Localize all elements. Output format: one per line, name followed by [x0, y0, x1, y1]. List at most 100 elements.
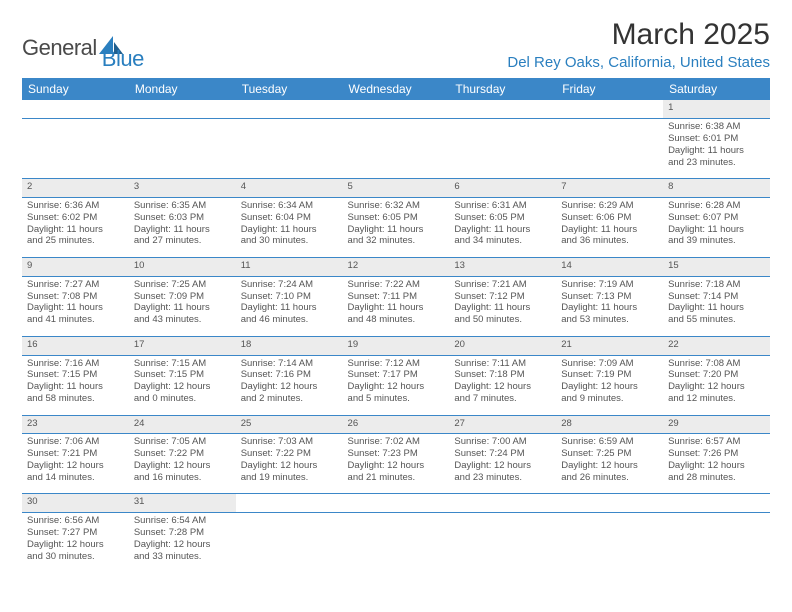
day-detail-row: Sunrise: 6:56 AMSunset: 7:27 PM Daylight:…: [22, 513, 770, 573]
sunset-text: Sunset: 7:27 PM: [27, 527, 124, 539]
day-cell: Sunrise: 7:18 AMSunset: 7:14 PMDaylight:…: [663, 276, 770, 336]
day2-text: and 25 minutes.: [27, 235, 124, 247]
weekday-header: Tuesday: [236, 78, 343, 100]
day2-text: and 23 minutes.: [454, 472, 551, 484]
sunset-text: Sunset: 6:06 PM: [561, 212, 658, 224]
sunset-text: Sunset: 7:14 PM: [668, 291, 765, 303]
day-cell: Sunrise: 7:27 AMSunset: 7:08 PMDaylight:…: [22, 276, 129, 336]
day1-text: Daylight: 11 hours: [241, 302, 338, 314]
day-cell: Sunrise: 7:11 AMSunset: 7:18 PMDaylight:…: [449, 355, 556, 415]
sunset-text: Sunset: 6:07 PM: [668, 212, 765, 224]
day-number: 9: [22, 257, 129, 276]
header: General Blue March 2025 Del Rey Oaks, Ca…: [22, 18, 770, 72]
day-number: [22, 100, 129, 118]
sunrise-text: Sunrise: 6:54 AM: [134, 515, 231, 527]
day2-text: and 50 minutes.: [454, 314, 551, 326]
day-number: 14: [556, 257, 663, 276]
day1-text: Daylight: 11 hours: [134, 302, 231, 314]
day1-text: Daylight: 12 hours: [134, 539, 231, 551]
sunrise-text: Sunrise: 6:34 AM: [241, 200, 338, 212]
sunrise-text: Sunrise: 7:02 AM: [348, 436, 445, 448]
day-number: 17: [129, 336, 236, 355]
day-cell: [129, 118, 236, 178]
day-number: [449, 494, 556, 513]
day-number: 10: [129, 257, 236, 276]
sunrise-text: Sunrise: 6:29 AM: [561, 200, 658, 212]
day-number: 22: [663, 336, 770, 355]
day-cell: Sunrise: 7:25 AMSunset: 7:09 PMDaylight:…: [129, 276, 236, 336]
day-cell: [343, 118, 450, 178]
sunrise-text: Sunrise: 7:18 AM: [668, 279, 765, 291]
day-number-row: 3031: [22, 494, 770, 513]
day1-text: Daylight: 12 hours: [561, 381, 658, 393]
sunset-text: Sunset: 7:25 PM: [561, 448, 658, 460]
day-cell: Sunrise: 7:21 AMSunset: 7:12 PMDaylight:…: [449, 276, 556, 336]
day-detail-row: Sunrise: 7:16 AMSunset: 7:15 PM Daylight:…: [22, 355, 770, 415]
day-number: 20: [449, 336, 556, 355]
day2-text: and 41 minutes.: [27, 314, 124, 326]
title-block: March 2025 Del Rey Oaks, California, Uni…: [507, 18, 770, 71]
day-cell: [236, 118, 343, 178]
sunset-text: Sunset: 7:19 PM: [561, 369, 658, 381]
day2-text: and 36 minutes.: [561, 235, 658, 247]
day-cell: Sunrise: 7:19 AMSunset: 7:13 PMDaylight:…: [556, 276, 663, 336]
sunset-text: Sunset: 7:15 PM: [27, 369, 124, 381]
sunrise-text: Sunrise: 7:09 AM: [561, 358, 658, 370]
sunrise-text: Sunrise: 6:36 AM: [27, 200, 124, 212]
day-detail-row: Sunrise: 6:36 AMSunset: 6:02 PMDaylight:…: [22, 197, 770, 257]
sunset-text: Sunset: 6:03 PM: [134, 212, 231, 224]
day-number: [129, 100, 236, 118]
sunrise-text: Sunrise: 7:27 AM: [27, 279, 124, 291]
sunrise-text: Sunrise: 6:32 AM: [348, 200, 445, 212]
day-cell: Sunrise: 7:03 AMSunset: 7:22 PMDaylight:…: [236, 434, 343, 494]
day-number: 5: [343, 178, 450, 197]
day-cell: Sunrise: 6:28 AMSunset: 6:07 PMDaylight:…: [663, 197, 770, 257]
day1-text: Daylight: 11 hours: [668, 302, 765, 314]
sunrise-text: Sunrise: 6:38 AM: [668, 121, 765, 133]
day1-text: Daylight: 11 hours: [561, 302, 658, 314]
day2-text: and 9 minutes.: [561, 393, 658, 405]
day2-text: and 7 minutes.: [454, 393, 551, 405]
day2-text: and 0 minutes.: [134, 393, 231, 405]
weekday-header: Monday: [129, 78, 236, 100]
day-number: 11: [236, 257, 343, 276]
day-cell: Sunrise: 7:02 AMSunset: 7:23 PMDaylight:…: [343, 434, 450, 494]
day-number: [449, 100, 556, 118]
day-number: 7: [556, 178, 663, 197]
day-cell: Sunrise: 7:00 AMSunset: 7:24 PMDaylight:…: [449, 434, 556, 494]
sunset-text: Sunset: 7:09 PM: [134, 291, 231, 303]
sunrise-text: Sunrise: 6:59 AM: [561, 436, 658, 448]
sunrise-text: Sunrise: 7:15 AM: [134, 358, 231, 370]
weekday-header: Thursday: [449, 78, 556, 100]
day-number: [663, 494, 770, 513]
sunrise-text: Sunrise: 6:56 AM: [27, 515, 124, 527]
sunrise-text: Sunrise: 7:12 AM: [348, 358, 445, 370]
day-cell: Sunrise: 6:38 AMSunset: 6:01 PMDaylight:…: [663, 118, 770, 178]
sunrise-text: Sunrise: 7:03 AM: [241, 436, 338, 448]
day-cell: [556, 513, 663, 573]
sunset-text: Sunset: 7:22 PM: [134, 448, 231, 460]
day-cell: [556, 118, 663, 178]
day-number: 31: [129, 494, 236, 513]
sunset-text: Sunset: 7:23 PM: [348, 448, 445, 460]
sunrise-text: Sunrise: 6:31 AM: [454, 200, 551, 212]
day1-text: Daylight: 12 hours: [134, 381, 231, 393]
day1-text: Daylight: 12 hours: [454, 381, 551, 393]
day1-text: Daylight: 12 hours: [241, 460, 338, 472]
sunset-text: Sunset: 7:16 PM: [241, 369, 338, 381]
day-detail-row: Sunrise: 7:27 AMSunset: 7:08 PMDaylight:…: [22, 276, 770, 336]
day-cell: [663, 513, 770, 573]
day-number: 3: [129, 178, 236, 197]
day1-text: Daylight: 11 hours: [27, 224, 124, 236]
day-number: 29: [663, 415, 770, 434]
day-cell: [22, 118, 129, 178]
sunset-text: Sunset: 7:24 PM: [454, 448, 551, 460]
sunset-text: Sunset: 7:26 PM: [668, 448, 765, 460]
sunrise-text: Sunrise: 6:28 AM: [668, 200, 765, 212]
brand-text-2: Blue: [102, 46, 144, 72]
sunset-text: Sunset: 7:11 PM: [348, 291, 445, 303]
day2-text: and 26 minutes.: [561, 472, 658, 484]
sunrise-text: Sunrise: 7:11 AM: [454, 358, 551, 370]
sunrise-text: Sunrise: 6:57 AM: [668, 436, 765, 448]
sunrise-text: Sunrise: 7:16 AM: [27, 358, 124, 370]
